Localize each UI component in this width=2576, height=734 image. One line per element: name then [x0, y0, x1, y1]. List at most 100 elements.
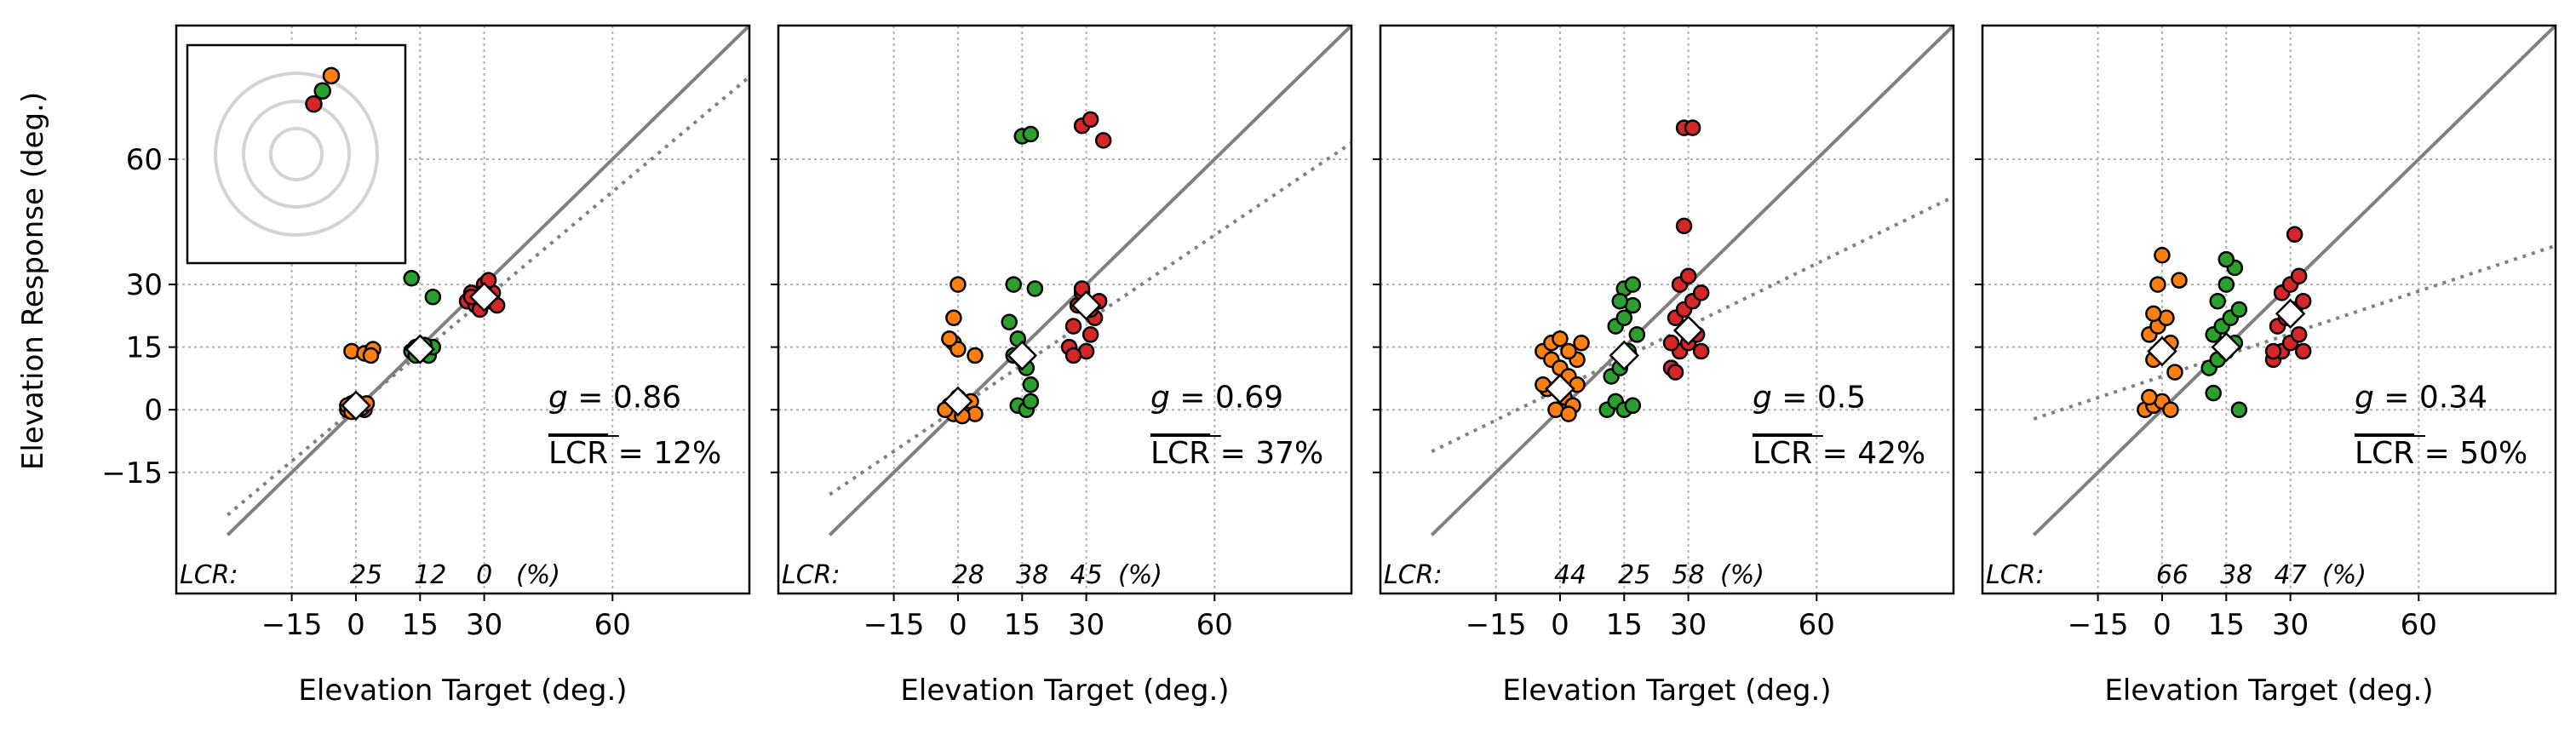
lcr-row-value: 12 [414, 560, 446, 590]
data-point-green [1628, 326, 1646, 343]
data-point-orange [2145, 305, 2162, 323]
inset-point-green [313, 82, 331, 100]
data-point-red [2290, 326, 2308, 343]
x-tick-label: 60 [594, 608, 631, 642]
data-point-red [1094, 132, 1112, 149]
plot-area [1430, 26, 1954, 536]
lcr-row-prefix: LCR: [1986, 560, 2045, 590]
data-point-red [1064, 347, 1082, 364]
inset-target-diagram [186, 43, 407, 265]
lcr-row-unit: (%) [2322, 560, 2367, 590]
regression-fit-line [226, 75, 749, 517]
x-tick-label: −15 [863, 608, 925, 642]
lcr-row-value: 25 [1618, 560, 1650, 590]
lcr-overline-symbol: LCR [548, 436, 608, 471]
mean-marker [2211, 331, 2242, 363]
lcr-row-prefix: LCR: [782, 560, 840, 590]
axes-frame [175, 24, 751, 595]
lcr-row-value: 38 [2220, 560, 2252, 590]
axes-frame [1981, 24, 2557, 595]
gain-annotation: g = 0.69 [1150, 380, 1283, 415]
axes-frame [1379, 24, 1955, 595]
chart-panel-4: −15 0 15 30 60 Elevation Target (deg.) g = 0.3… [1975, 24, 2557, 708]
regression-fit-line [1431, 195, 1954, 454]
lcr-row-value: 44 [1554, 560, 1586, 590]
data-point-orange [2166, 364, 2183, 381]
data-point-orange [1560, 405, 1577, 422]
x-tick-label: 15 [1606, 608, 1643, 642]
lcr-row-value: 66 [2156, 560, 2189, 590]
inset-frame [186, 43, 407, 265]
regression-fit-line [829, 141, 1351, 496]
lcr-row-value: 47 [2275, 560, 2307, 590]
x-tick-label: 0 [949, 608, 967, 642]
data-point-red [1675, 217, 1693, 235]
x-tick-label: −15 [2068, 608, 2129, 642]
data-point-green [2209, 292, 2226, 310]
data-point-green [1022, 376, 1040, 393]
gain-value: = 0.34 [2374, 380, 2487, 415]
gain-symbol: g [1753, 380, 1772, 415]
data-point-orange [1573, 334, 1590, 352]
mean-marker [468, 282, 500, 313]
data-point-green [1001, 313, 1018, 330]
gain-symbol: g [2355, 380, 2374, 415]
gain-symbol: g [1150, 380, 1170, 415]
data-point-green [1005, 276, 1022, 293]
data-point-red [1684, 119, 1701, 136]
lcr-row-prefix: LCR: [1384, 560, 1443, 590]
x-tick-label: 15 [402, 608, 439, 642]
data-point-red [2264, 342, 2282, 360]
x-tick-label: 60 [1799, 608, 1835, 642]
lcr-row-value: 28 [952, 560, 984, 590]
data-point-green [1624, 397, 1642, 415]
data-point-green [1022, 125, 1040, 143]
data-point-orange [967, 347, 984, 364]
plot-area [828, 26, 1351, 536]
lcr-row-unit: (%) [516, 560, 560, 590]
inset-ring [214, 72, 379, 237]
data-point-green [1615, 309, 1633, 327]
data-point-green [424, 289, 442, 306]
x-tick-label: 60 [1196, 608, 1233, 642]
y-tick-label: 30 [126, 268, 163, 302]
x-tick-label: 0 [2153, 608, 2172, 642]
lcr-overline-symbol: LCR [1150, 436, 1210, 471]
data-point-red [2294, 292, 2312, 310]
gain-annotation: g = 0.5 [1753, 380, 1866, 415]
chart-panel-2: −15 0 15 30 60 Elevation Target (deg.) g = 0.6… [771, 24, 1353, 708]
plot-area [2032, 26, 2556, 536]
x-tick-label: 30 [1670, 608, 1707, 642]
data-point-red [1692, 284, 1710, 301]
data-point-orange [950, 341, 967, 358]
gain-value: = 0.86 [568, 380, 681, 415]
lcr-mean-annotation: LCR = 42% [1753, 436, 1925, 471]
lcr-mean-value: = 50% [2414, 436, 2527, 471]
data-point-orange [941, 330, 958, 347]
data-point-green [403, 269, 420, 287]
lcr-mean-value: = 42% [1812, 436, 1925, 471]
mean-marker [1007, 340, 1038, 371]
gain-value: = 0.5 [1772, 380, 1866, 415]
mean-marker [1609, 340, 1640, 371]
data-point-red [2290, 267, 2308, 285]
data-point-orange [2149, 276, 2166, 293]
data-point-red [1662, 334, 1680, 352]
gain-symbol: g [548, 380, 568, 415]
data-point-green [2217, 250, 2235, 268]
data-point-red [2286, 226, 2303, 243]
lcr-row-value: 58 [1672, 560, 1705, 590]
inset-point-red [305, 95, 323, 113]
lcr-row-value: 38 [1016, 560, 1048, 590]
x-tick-label: 0 [347, 608, 365, 642]
x-tick-label: 0 [1551, 608, 1569, 642]
y-tick-label: 15 [126, 331, 163, 365]
inset-ring [242, 100, 351, 209]
data-point-green [2217, 276, 2235, 293]
mean-marker [1545, 373, 1575, 404]
y-tick-label: 60 [126, 143, 163, 177]
data-point-red [1692, 342, 1710, 360]
data-point-green [1022, 393, 1040, 410]
figure-ylabel: Elevation Response (deg.) [16, 92, 50, 470]
lcr-mean-annotation: LCR = 12% [548, 436, 721, 471]
